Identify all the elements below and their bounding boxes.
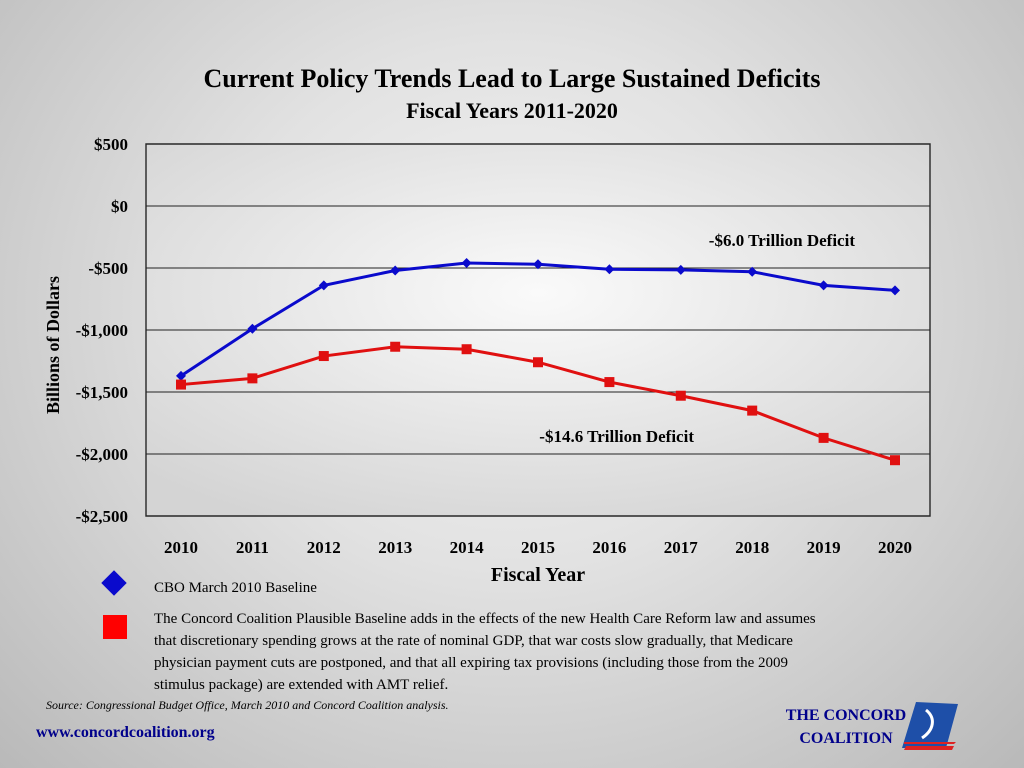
x-tick-label: 2010	[164, 538, 198, 557]
data-point-diamond	[533, 259, 543, 270]
data-point-diamond	[247, 323, 258, 334]
website-link[interactable]: www.concordcoalition.org	[36, 724, 215, 741]
data-point-square	[318, 351, 329, 362]
logo-text-line2: COALITION	[799, 730, 893, 747]
data-point-square	[890, 455, 900, 466]
data-point-square	[818, 432, 829, 443]
data-point-diamond	[461, 258, 472, 269]
chart-subtitle: Fiscal Years 2011-2020	[406, 98, 618, 123]
line-chart: $500 $0 -$500 -$1,000 -$1,500 -$2,000 -$2,500 2…	[43, 135, 931, 586]
data-point-diamond	[818, 280, 829, 291]
chart-title: Current Policy Trends Lead to Large Sust…	[203, 64, 821, 93]
y-tick-label: $500	[94, 135, 128, 154]
x-tick-label: 2014	[450, 538, 485, 557]
logo-text-line1: THE CONCORD	[785, 707, 907, 724]
y-tick-label: -$2,500	[76, 507, 128, 526]
y-tick-label: -$1,000	[76, 321, 128, 340]
x-tick-label: 2011	[236, 538, 269, 557]
y-tick-label: -$500	[88, 259, 128, 278]
y-tick-label: $0	[111, 197, 128, 216]
data-point-diamond	[747, 266, 758, 277]
logo-emblem-icon	[902, 702, 958, 750]
data-point-square	[390, 341, 401, 352]
x-tick-label: 2015	[521, 538, 555, 557]
x-axis-label: Fiscal Year	[491, 564, 585, 586]
legend-entry-cbo: CBO March 2010 Baseline	[154, 580, 317, 596]
source-note: Source: Congressional Budget Office, Mar…	[46, 698, 449, 712]
data-point-square	[604, 377, 615, 388]
data-point-diamond	[675, 264, 686, 275]
data-point-diamond	[390, 265, 401, 276]
data-point-square	[747, 405, 758, 416]
y-tick-label: -$2,000	[76, 445, 128, 464]
legend-square-marker	[103, 615, 127, 639]
data-point-square	[247, 373, 258, 384]
data-point-diamond	[604, 264, 615, 275]
annotation-concord-total: -$14.6 Trillion Deficit	[539, 427, 694, 446]
x-tick-label: 2016	[592, 538, 626, 557]
x-tick-label: 2013	[378, 538, 412, 557]
x-tick-label: 2019	[807, 538, 841, 557]
data-point-square	[461, 344, 472, 355]
x-tick-label: 2018	[735, 538, 769, 557]
x-tick-label: 2020	[878, 538, 912, 557]
y-tick-label: -$1,500	[76, 383, 128, 402]
data-point-square	[675, 390, 686, 401]
data-point-square	[176, 379, 186, 390]
annotation-cbo-total: -$6.0 Trillion Deficit	[709, 231, 856, 250]
data-point-diamond	[176, 370, 186, 381]
data-point-diamond	[318, 280, 329, 291]
concord-coalition-logo: THE CONCORD COALITION	[776, 700, 966, 760]
legend-entry-concord: The Concord Coalition Plausible Baseline…	[154, 611, 816, 693]
x-tick-label: 2017	[664, 538, 699, 557]
y-axis-label: Billions of Dollars	[43, 276, 63, 414]
x-tick-label: 2012	[307, 538, 341, 557]
data-point-diamond	[890, 285, 900, 296]
data-point-square	[533, 357, 543, 368]
